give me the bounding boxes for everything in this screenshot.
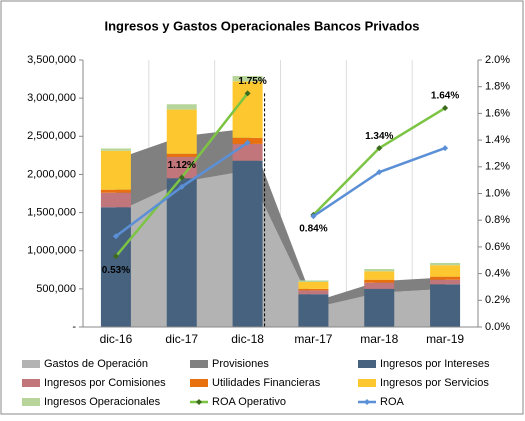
- legend-label: Gastos de Operación: [44, 358, 148, 370]
- marker: [376, 145, 383, 152]
- x-tick-label: mar-17: [294, 332, 332, 346]
- y2-tick-label: 1.2%: [485, 161, 510, 173]
- y2-tick-label: 1.4%: [485, 134, 510, 146]
- bar: [430, 279, 461, 285]
- bar: [100, 150, 131, 190]
- bar: [100, 148, 131, 151]
- marker: [442, 145, 449, 152]
- bar: [298, 290, 329, 295]
- y-tick-label: 1,000,000: [27, 245, 76, 257]
- y-tick-label: 3,500,000: [27, 54, 76, 66]
- y-tick-label: 2,500,000: [27, 130, 76, 142]
- data-label: 1.12%: [168, 160, 196, 171]
- marker: [244, 139, 251, 146]
- bar: [298, 280, 329, 282]
- bar: [166, 178, 197, 327]
- legend-swatch: [190, 360, 208, 368]
- marker: [442, 105, 449, 112]
- y2-tick-label: 1.0%: [485, 187, 510, 199]
- bar: [232, 143, 263, 161]
- x-tick-label: mar-18: [360, 332, 398, 346]
- marker: [112, 233, 119, 240]
- bar: [364, 279, 395, 283]
- bar: [430, 262, 461, 266]
- legend-label: ROA: [380, 396, 405, 408]
- y-tick-label: 500,000: [36, 283, 76, 295]
- bar: [430, 265, 461, 277]
- bar: [232, 81, 263, 138]
- data-label: 1.64%: [431, 91, 459, 102]
- legend-label: Utilidades Financieras: [212, 377, 321, 389]
- bar: [430, 276, 461, 280]
- y2-tick-label: 0.6%: [485, 241, 510, 253]
- bar: [232, 160, 263, 327]
- legend-swatch: [190, 379, 208, 387]
- bar: [364, 269, 395, 272]
- legend-swatch: [22, 360, 40, 368]
- bar: [430, 284, 461, 327]
- legend-swatch: [196, 399, 202, 405]
- legend-label: Provisiones: [212, 358, 269, 370]
- marker: [178, 183, 185, 190]
- bar: [364, 288, 395, 327]
- legend-swatch: [358, 379, 376, 387]
- x-tick-label: mar-19: [426, 332, 464, 346]
- legend-swatch: [22, 398, 40, 406]
- data-label: 1.34%: [365, 131, 393, 142]
- bar: [364, 282, 395, 289]
- area: [115, 128, 446, 308]
- y2-tick-label: 0.8%: [485, 214, 510, 226]
- chart-title: Ingresos y Gastos Operacionales Bancos P…: [104, 18, 419, 33]
- y-tick-label: 2,000,000: [27, 168, 76, 180]
- marker: [244, 90, 251, 97]
- bar: [166, 156, 197, 179]
- data-label: 0.53%: [102, 265, 130, 276]
- bar: [298, 294, 329, 327]
- legend-label: Ingresos por Servicios: [380, 377, 489, 389]
- y2-tick-label: 1.8%: [485, 81, 510, 93]
- legend-swatch: [364, 399, 370, 405]
- marker: [112, 253, 119, 260]
- bar: [166, 153, 197, 157]
- data-label: 1.75%: [238, 76, 266, 87]
- bar: [100, 189, 131, 193]
- y2-tick-label: 0.4%: [485, 268, 510, 280]
- y2-tick-label: 1.6%: [485, 107, 510, 119]
- y-tick-label: -: [72, 321, 76, 333]
- area: [115, 170, 446, 327]
- bar: [100, 192, 131, 208]
- bar: [298, 288, 329, 291]
- y2-tick-label: 0.2%: [485, 294, 510, 306]
- x-tick-label: dic-16: [100, 332, 133, 346]
- legend-swatch: [358, 360, 376, 368]
- y-tick-label: 3,000,000: [27, 92, 76, 104]
- data-label: 0.84%: [299, 224, 327, 235]
- bar: [232, 76, 263, 82]
- y-tick-label: 1,500,000: [27, 206, 76, 218]
- y2-tick-label: 0.0%: [485, 321, 510, 333]
- x-tick-label: dic-17: [165, 332, 198, 346]
- legend-label: Ingresos por Comisiones: [44, 377, 166, 389]
- legend-label: ROA Operativo: [212, 396, 286, 408]
- legend-label: Ingresos por Intereses: [380, 358, 490, 370]
- bar: [166, 104, 197, 110]
- bar: [298, 281, 329, 289]
- legend-label: Ingresos Operacionales: [44, 396, 161, 408]
- bar: [364, 271, 395, 280]
- x-tick-label: dic-18: [231, 332, 264, 346]
- bar: [166, 109, 197, 154]
- legend-swatch: [22, 379, 40, 387]
- marker: [178, 174, 185, 181]
- marker: [376, 169, 383, 176]
- marker: [310, 213, 317, 220]
- y2-tick-label: 2.0%: [485, 54, 510, 66]
